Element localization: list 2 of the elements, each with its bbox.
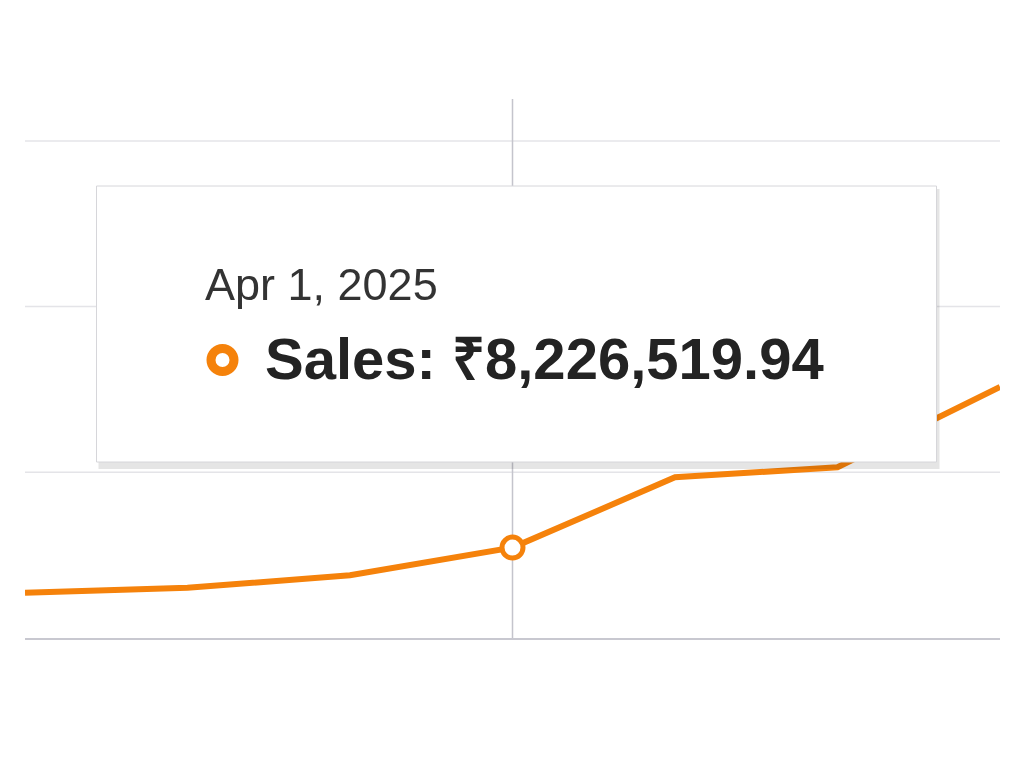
annotation: Sales: ₹8,226,519.94 bbox=[265, 326, 824, 391]
text: Apr 1, 2025 bbox=[205, 259, 438, 310]
